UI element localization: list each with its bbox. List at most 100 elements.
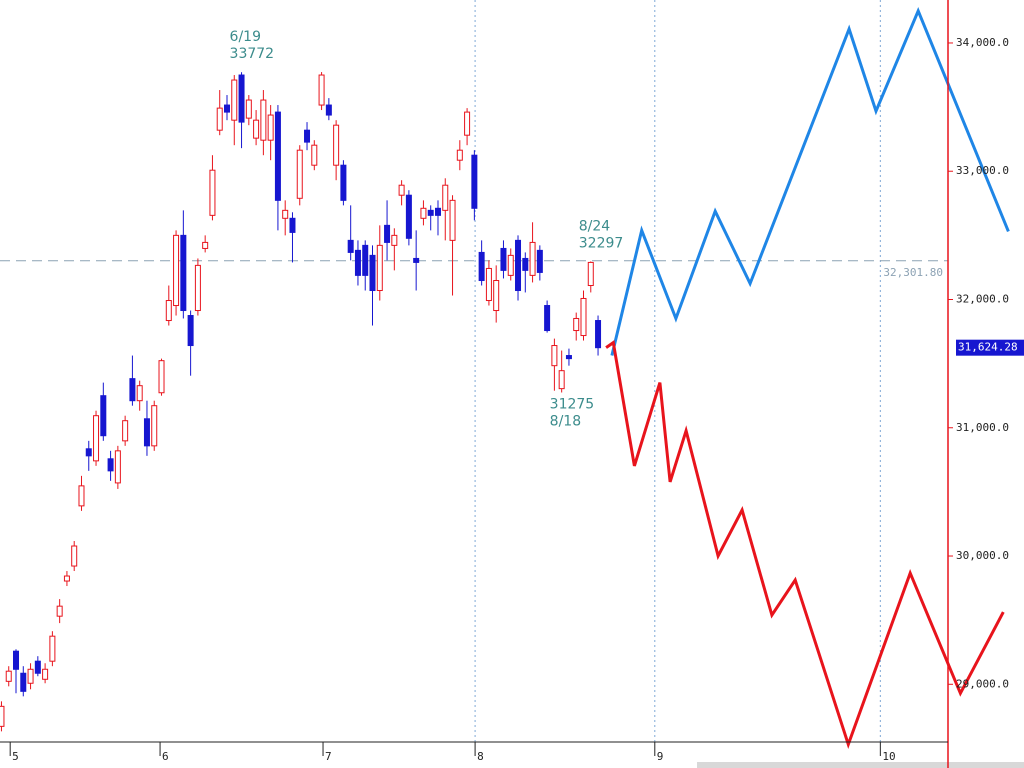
x-tick-label: 6 xyxy=(162,750,169,763)
x-tick-label: 5 xyxy=(12,750,19,763)
candle-body xyxy=(536,249,543,273)
projection-line xyxy=(605,340,1005,750)
candle-body xyxy=(478,251,485,282)
candle-body xyxy=(456,149,463,161)
x-tick-label: 9 xyxy=(657,750,664,763)
candle-body xyxy=(42,668,49,680)
candle-body xyxy=(471,154,478,209)
candle-body xyxy=(260,99,267,141)
annotation: 31275 xyxy=(550,396,595,412)
projection-line xyxy=(610,6,1010,356)
candle-body xyxy=(369,254,376,292)
candle-body xyxy=(580,297,587,337)
annotation: 8/18 xyxy=(550,413,581,429)
annotation: 33772 xyxy=(230,46,275,62)
candle-body xyxy=(529,241,536,276)
candle-body xyxy=(202,241,209,249)
candle-body xyxy=(304,129,311,143)
candle-body xyxy=(20,672,27,692)
candle-body xyxy=(56,605,63,617)
candle-body xyxy=(13,650,20,670)
candle-body xyxy=(391,234,398,246)
candle-body xyxy=(398,184,405,196)
candle-body xyxy=(595,320,602,349)
candle-body xyxy=(405,194,412,239)
y-tick-label: 31,000.0 xyxy=(956,421,1009,434)
candle-body xyxy=(362,244,369,276)
y-tick-label: 34,000.0 xyxy=(956,36,1009,49)
candle-body xyxy=(0,705,5,727)
candle-body xyxy=(434,207,441,216)
candle-body xyxy=(34,660,41,674)
candle-body xyxy=(136,385,143,402)
candle-body xyxy=(238,74,245,123)
candle-body xyxy=(129,378,136,402)
candle-body xyxy=(318,74,325,106)
candle-body xyxy=(311,144,318,166)
candle-body xyxy=(93,415,100,462)
x-tick-label: 7 xyxy=(325,750,332,763)
candle-body xyxy=(5,670,12,682)
candle-body xyxy=(78,485,85,507)
candle-body xyxy=(587,261,594,287)
candle-body xyxy=(522,257,529,271)
candle-body xyxy=(464,111,471,136)
candle-body xyxy=(485,267,492,302)
candle-body xyxy=(282,209,289,219)
candle-body xyxy=(413,257,420,263)
candle-body xyxy=(500,247,507,271)
candle-body xyxy=(333,124,340,166)
candle-body xyxy=(289,217,296,233)
candle-body xyxy=(544,305,551,332)
candle-body xyxy=(49,635,56,662)
candle-body xyxy=(151,405,158,447)
last-price-label: 31,624.28 xyxy=(958,341,1018,354)
x-tick-label: 8 xyxy=(477,750,484,763)
candle-body xyxy=(107,458,114,472)
candle-body xyxy=(325,104,332,116)
candle-body xyxy=(158,360,165,394)
candle-body xyxy=(347,239,354,253)
annotation: 8/24 xyxy=(579,218,611,234)
candle-body xyxy=(354,249,361,276)
annotation: 32297 xyxy=(579,235,624,251)
candle-body xyxy=(209,169,216,216)
candle-body xyxy=(245,99,252,119)
candle-body xyxy=(122,420,129,442)
x-tick-label: 10 xyxy=(882,750,895,763)
candle-body xyxy=(573,317,580,332)
candle-body xyxy=(515,239,522,292)
candle-body xyxy=(216,107,223,131)
y-tick-label: 29,000.0 xyxy=(956,677,1009,690)
candle-body xyxy=(223,104,230,113)
candle-body xyxy=(143,418,150,447)
candle-body xyxy=(449,199,456,241)
candle-body xyxy=(274,111,281,201)
candle-body xyxy=(187,315,194,347)
scroll-strip xyxy=(697,762,1024,768)
candle-body xyxy=(558,370,565,390)
candle-body xyxy=(27,668,34,684)
candle-body xyxy=(420,207,427,219)
candle-body xyxy=(173,234,180,307)
candle-body xyxy=(340,164,347,201)
candle-body xyxy=(376,244,383,292)
candle-body xyxy=(180,234,187,312)
candle-body xyxy=(565,355,572,360)
candle-body xyxy=(267,114,274,141)
candle-body xyxy=(231,79,238,121)
candle-body xyxy=(493,280,500,312)
candle-body xyxy=(296,149,303,199)
candle-body xyxy=(253,119,260,139)
reference-label: 32,301.80 xyxy=(883,266,943,279)
candle-body xyxy=(85,448,92,457)
candle-body xyxy=(165,300,172,322)
last-price-tag xyxy=(956,339,1024,356)
y-tick-label: 30,000.0 xyxy=(956,549,1009,562)
candle-body xyxy=(194,264,201,312)
candle-body xyxy=(507,254,514,276)
annotation: 6/19 xyxy=(230,29,261,45)
candle-body xyxy=(551,345,558,367)
candle-body xyxy=(384,224,391,243)
